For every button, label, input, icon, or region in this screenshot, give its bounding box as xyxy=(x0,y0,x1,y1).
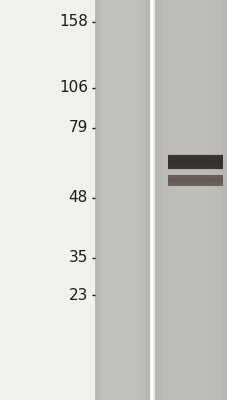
Bar xyxy=(167,180,222,182)
Bar xyxy=(95,0,149,400)
Bar xyxy=(114,0,130,400)
Bar xyxy=(167,182,222,184)
Bar xyxy=(167,168,222,170)
Bar xyxy=(167,154,222,157)
Bar xyxy=(167,172,222,175)
Text: 106: 106 xyxy=(59,80,88,96)
Bar xyxy=(154,0,227,400)
Bar xyxy=(154,0,227,400)
Text: 23: 23 xyxy=(68,288,88,302)
Bar xyxy=(167,184,222,186)
Bar xyxy=(161,0,220,400)
Bar xyxy=(167,158,222,161)
Text: 79: 79 xyxy=(68,120,88,136)
Bar xyxy=(167,156,222,159)
Text: 158: 158 xyxy=(59,14,88,30)
Bar xyxy=(167,178,222,180)
Bar xyxy=(167,176,222,179)
Bar xyxy=(167,162,222,164)
Bar xyxy=(167,174,222,186)
Bar xyxy=(167,155,222,169)
Bar xyxy=(167,170,222,172)
Text: 35: 35 xyxy=(68,250,88,266)
Bar xyxy=(95,0,149,400)
Bar xyxy=(167,186,222,188)
Bar xyxy=(167,166,222,168)
Bar xyxy=(167,160,222,162)
Bar xyxy=(174,0,207,400)
Bar xyxy=(180,0,201,400)
Text: 48: 48 xyxy=(69,190,88,206)
Bar xyxy=(109,0,135,400)
Bar xyxy=(99,0,144,400)
Bar xyxy=(104,0,139,400)
Bar xyxy=(167,0,214,400)
Bar xyxy=(167,164,222,166)
Bar xyxy=(167,152,222,155)
Bar xyxy=(167,174,222,177)
